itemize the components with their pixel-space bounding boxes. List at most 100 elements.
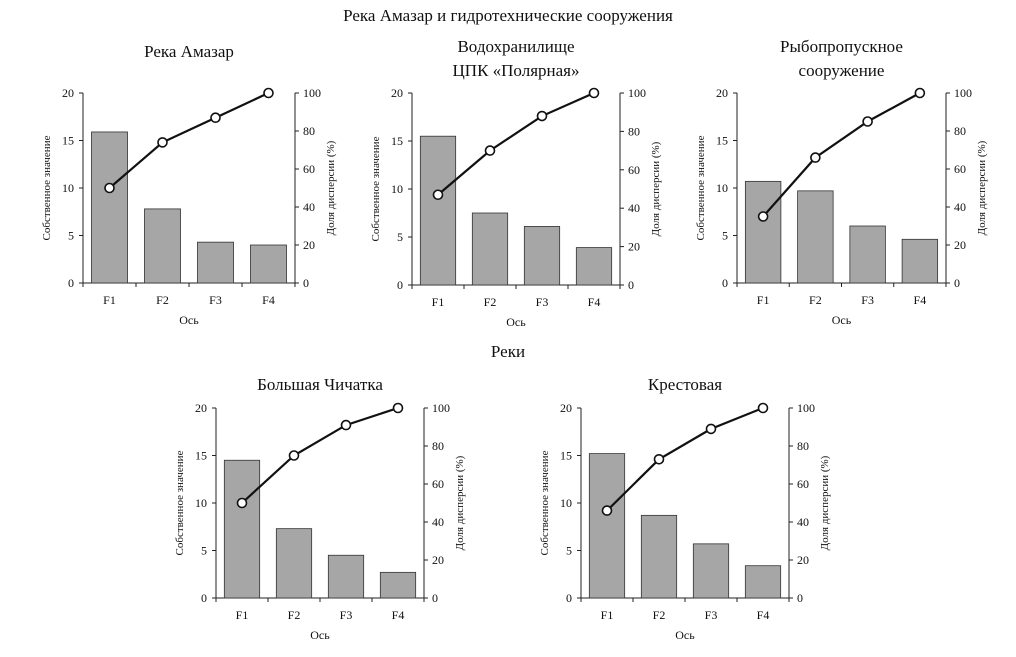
x-tick-label: F3 xyxy=(861,293,874,307)
x-tick-label: F3 xyxy=(340,608,353,622)
line-point-F4 xyxy=(588,87,600,99)
x-tick-label: F1 xyxy=(103,293,116,307)
bar-F4 xyxy=(379,571,417,599)
y-tick-label: 15 xyxy=(195,449,207,463)
line-point-F2 xyxy=(484,145,496,156)
y-tick-label: 0 xyxy=(566,591,572,605)
y2-tick-label: 80 xyxy=(432,439,444,453)
bar-F1 xyxy=(91,131,128,284)
line-point-F2 xyxy=(157,137,168,148)
y-tick-label: 15 xyxy=(391,134,403,148)
x-axis-label: Ось xyxy=(310,628,330,642)
y2-tick-label: 20 xyxy=(432,553,444,567)
chart-1: Река Амазар 0 5 10 15 20 0 20 40 60 80 100 F1 F2 F3 F4 О… xyxy=(41,42,337,327)
y2-tick-label: 40 xyxy=(303,200,315,214)
bar-F4 xyxy=(250,244,287,284)
y-axis-label: Собственное значение xyxy=(539,450,551,555)
y2-tick-label: 40 xyxy=(797,515,809,529)
cumulative-line xyxy=(606,406,764,512)
x-tick-label: F4 xyxy=(588,295,601,309)
y2-tick-label: 80 xyxy=(628,124,640,138)
bar-F4 xyxy=(901,238,939,284)
y-axis-label: Собственное значение xyxy=(370,136,382,241)
y-tick-label: 15 xyxy=(716,134,728,148)
y-tick-label: 15 xyxy=(62,134,74,148)
y-tick-label: 10 xyxy=(716,181,728,195)
bar-F1 xyxy=(419,135,457,286)
x-tick-label: F1 xyxy=(432,295,445,309)
y2-tick-label: 20 xyxy=(797,553,809,567)
x-tick-label: F3 xyxy=(536,295,549,309)
line-point-F3 xyxy=(340,419,352,431)
line-point-F3 xyxy=(536,110,548,122)
y2-axis-label: Доля дисперсии (%) xyxy=(454,455,466,550)
y2-tick-label: 20 xyxy=(303,238,315,252)
x-tick-label: F3 xyxy=(705,608,718,622)
y-tick-label: 0 xyxy=(201,591,207,605)
y2-tick-label: 60 xyxy=(303,162,315,176)
y2-tick-label: 60 xyxy=(954,162,966,176)
bar-F1 xyxy=(223,459,261,599)
line-point-F1 xyxy=(601,505,613,516)
bar-F1 xyxy=(744,180,782,284)
y2-tick-label: 60 xyxy=(797,477,809,491)
y-tick-label: 10 xyxy=(195,496,207,510)
y2-tick-label: 40 xyxy=(628,201,640,215)
y-tick-label: 0 xyxy=(397,278,403,292)
y2-tick-label: 100 xyxy=(432,401,450,415)
line-point-F1 xyxy=(432,189,444,201)
x-axis-label: Ось xyxy=(675,628,695,642)
x-tick-label: F2 xyxy=(653,608,666,622)
y2-tick-label: 80 xyxy=(797,439,809,453)
y2-tick-label: 0 xyxy=(954,276,960,290)
x-tick-label: F1 xyxy=(236,608,249,622)
bar-F3 xyxy=(523,226,561,286)
x-tick-label: F2 xyxy=(484,295,497,309)
x-tick-label: F4 xyxy=(914,293,927,307)
line-point-F3 xyxy=(862,116,873,127)
line-point-F1 xyxy=(757,211,769,222)
y2-tick-label: 20 xyxy=(628,240,640,254)
bar-F3 xyxy=(197,241,234,284)
x-tick-label: F2 xyxy=(288,608,301,622)
y-tick-label: 0 xyxy=(722,276,728,290)
y-tick-label: 20 xyxy=(560,401,572,415)
y2-axis-label: Доля дисперсии (%) xyxy=(819,455,831,550)
y-tick-label: 5 xyxy=(566,544,572,558)
y2-tick-label: 0 xyxy=(797,591,803,605)
section-title-top: Река Амазар и гидротехнические сооружени… xyxy=(343,6,673,25)
line-point-F2 xyxy=(288,450,300,461)
y2-axis-label: Доля дисперсии (%) xyxy=(325,140,337,235)
y-tick-label: 20 xyxy=(391,86,403,100)
y2-tick-label: 100 xyxy=(303,86,321,100)
bar-F4 xyxy=(744,565,782,599)
y2-axis-label: Доля дисперсии (%) xyxy=(650,141,662,236)
x-tick-label: F1 xyxy=(757,293,770,307)
chart-5: Крестовая 0 5 10 15 20 0 20 40 60 80 100 F1 F2 F3 F4 Ось… xyxy=(539,375,831,642)
x-axis-label: Ось xyxy=(179,313,199,327)
chart-title: Большая Чичатка xyxy=(257,375,383,394)
y-axis-label: Собственное значение xyxy=(41,135,53,240)
x-tick-label: F4 xyxy=(262,293,275,307)
chart-title: Крестовая xyxy=(648,375,722,394)
chart-title: сооружение xyxy=(799,61,885,80)
y2-tick-label: 20 xyxy=(954,238,966,252)
y-tick-label: 20 xyxy=(62,86,74,100)
y-tick-label: 5 xyxy=(68,229,74,243)
y2-tick-label: 80 xyxy=(954,124,966,138)
x-tick-label: F4 xyxy=(392,608,405,622)
line-point-F1 xyxy=(104,182,115,194)
y2-tick-label: 100 xyxy=(954,86,972,100)
y2-tick-label: 0 xyxy=(628,278,634,292)
y2-tick-label: 100 xyxy=(628,86,646,100)
x-tick-label: F4 xyxy=(757,608,770,622)
bar-F2 xyxy=(640,514,678,599)
line-point-F4 xyxy=(914,87,926,99)
chart-title: Водохранилище xyxy=(457,37,574,56)
y2-tick-label: 60 xyxy=(628,163,640,177)
bar-F2 xyxy=(471,212,509,286)
y-tick-label: 0 xyxy=(68,276,74,290)
bar-F3 xyxy=(692,543,730,599)
